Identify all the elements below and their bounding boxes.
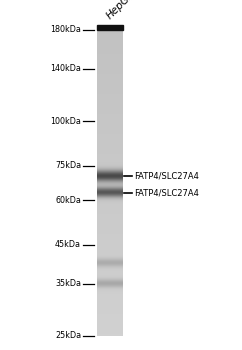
Text: 180kDa: 180kDa bbox=[50, 26, 81, 35]
Text: 75kDa: 75kDa bbox=[55, 161, 81, 170]
Text: 140kDa: 140kDa bbox=[50, 64, 81, 74]
Text: HepG2: HepG2 bbox=[105, 0, 137, 21]
Text: FATP4/SLC27A4: FATP4/SLC27A4 bbox=[134, 172, 199, 181]
Text: FATP4/SLC27A4: FATP4/SLC27A4 bbox=[134, 188, 199, 197]
Text: 45kDa: 45kDa bbox=[55, 240, 81, 250]
Bar bbox=[97, 25, 123, 30]
Text: 35kDa: 35kDa bbox=[55, 279, 81, 288]
Text: 60kDa: 60kDa bbox=[55, 196, 81, 205]
Text: 25kDa: 25kDa bbox=[55, 331, 81, 341]
Text: 100kDa: 100kDa bbox=[50, 117, 81, 126]
